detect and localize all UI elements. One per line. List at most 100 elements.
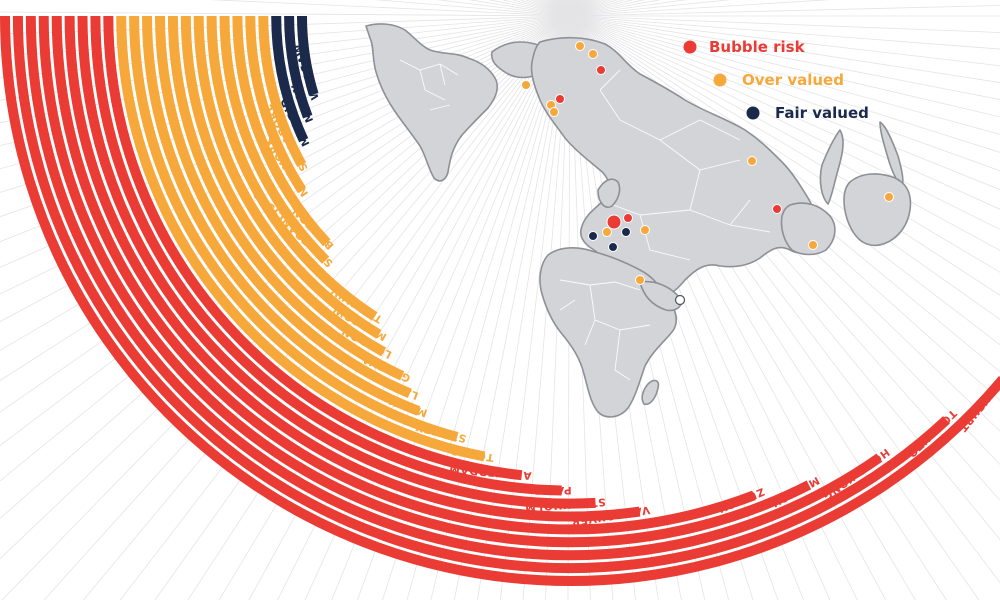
background-ray — [82, 15, 571, 600]
map-marker-fair — [621, 227, 631, 237]
background-ray — [0, 15, 571, 323]
background-ray — [569, 5, 1000, 17]
background-ray — [0, 15, 571, 520]
background-ray — [357, 15, 571, 600]
radial-bars — [0, 15, 1000, 587]
legend-label-fair-valued: Fair valued — [775, 104, 869, 122]
bar-toronto — [12, 15, 950, 574]
city-label-frankfurt: FRANKFURT — [956, 366, 1000, 434]
city-label-stockholm: STOCKHOLM — [524, 496, 606, 514]
fair-valued-dot-icon — [746, 106, 760, 120]
background-ray — [43, 15, 571, 600]
background-ray — [1, 15, 571, 600]
map-marker-over — [808, 240, 818, 250]
background-ray — [569, 15, 1000, 50]
map-marker-over — [588, 49, 598, 59]
city-label-paris: PARIS — [533, 484, 571, 496]
background-ray — [569, 0, 575, 17]
map-marker-over — [747, 156, 757, 166]
landmass-indonesia — [780, 202, 836, 256]
map-marker-over — [635, 275, 645, 285]
background-ray — [331, 15, 571, 600]
bar-madrid — [271, 15, 309, 143]
background-ray — [522, 15, 571, 600]
map-marker-over — [884, 192, 894, 202]
background-ray — [569, 15, 1000, 230]
background-ray — [0, 11, 571, 17]
legend: Bubble risk Over valued Fair valued — [683, 38, 869, 122]
background-ray — [499, 15, 571, 600]
bar-geneva — [167, 15, 405, 381]
background-ray — [569, 15, 1000, 191]
background-ray — [569, 0, 831, 17]
background-ray — [0, 15, 571, 101]
background-ray — [569, 15, 1000, 251]
map-marker-fair — [588, 231, 598, 241]
bar-vancouver — [64, 15, 641, 522]
map-marker-bubble — [555, 94, 565, 104]
background-ray — [477, 15, 571, 600]
map-marker-bubble — [596, 65, 606, 75]
background-ray — [0, 15, 571, 243]
map-marker-bubble — [772, 204, 782, 214]
background-ray — [0, 15, 571, 482]
legend-label-bubble-risk: Bubble risk — [709, 38, 806, 56]
background-ray — [0, 15, 571, 79]
bar-munich — [38, 15, 812, 548]
background-ray — [569, 15, 1000, 135]
background-ray — [569, 15, 1000, 67]
bar-warsaw — [296, 15, 319, 96]
map-marker-over — [640, 225, 650, 235]
background-ray — [0, 15, 571, 447]
bar-san-francisco — [219, 15, 330, 264]
map-marker-fair — [608, 242, 618, 252]
background-ray — [119, 15, 571, 600]
background-ray — [569, 15, 1000, 83]
background-ray — [569, 15, 1000, 33]
background-ray — [569, 15, 1000, 172]
map-marker-none — [674, 294, 686, 306]
background-ray — [0, 15, 571, 124]
bar-boston — [232, 15, 331, 247]
background-ray — [248, 15, 571, 600]
bar-miami — [142, 15, 421, 416]
bar-paris — [90, 15, 562, 496]
background-ray — [0, 15, 571, 146]
bar-milan — [284, 15, 313, 119]
background-ray — [382, 15, 571, 600]
background-ray — [0, 15, 571, 382]
legend-item-fair-valued: Fair valued — [746, 104, 869, 122]
map-marker-over — [602, 227, 612, 237]
map-marker-over — [575, 41, 585, 51]
landmass-arabia — [639, 280, 682, 312]
background-ray — [218, 15, 571, 600]
background-ray — [0, 15, 571, 560]
landmass-madagascar — [641, 379, 660, 406]
bar-hong-kong — [25, 15, 883, 561]
background-ray — [0, 15, 571, 35]
landmass-scandinavia — [597, 178, 621, 208]
background-ray — [187, 15, 571, 600]
bar-sydney — [129, 15, 459, 442]
background-ray — [277, 15, 571, 600]
bar-frankfurt — [0, 15, 1000, 587]
background-ray — [0, 15, 571, 193]
map-marker-bubble — [606, 214, 622, 230]
background-ray — [0, 15, 571, 295]
legend-item-bubble-risk: Bubble risk — [683, 38, 806, 56]
bubble-risk-dot-icon — [683, 40, 697, 54]
bar-zurich — [51, 15, 756, 535]
map-marker-over — [521, 80, 531, 90]
bar-stockholm — [77, 15, 596, 509]
background-ray — [208, 0, 571, 17]
background-ray — [0, 15, 571, 413]
background-ray — [569, 15, 614, 600]
background-ray — [569, 15, 1000, 210]
bar-tel-aviv — [206, 15, 378, 321]
legend-label-over-valued: Over valued — [742, 71, 844, 89]
map-markers — [521, 41, 894, 306]
background-ray — [569, 15, 1000, 118]
background-ray — [0, 15, 571, 351]
bar-singapore — [258, 15, 307, 168]
